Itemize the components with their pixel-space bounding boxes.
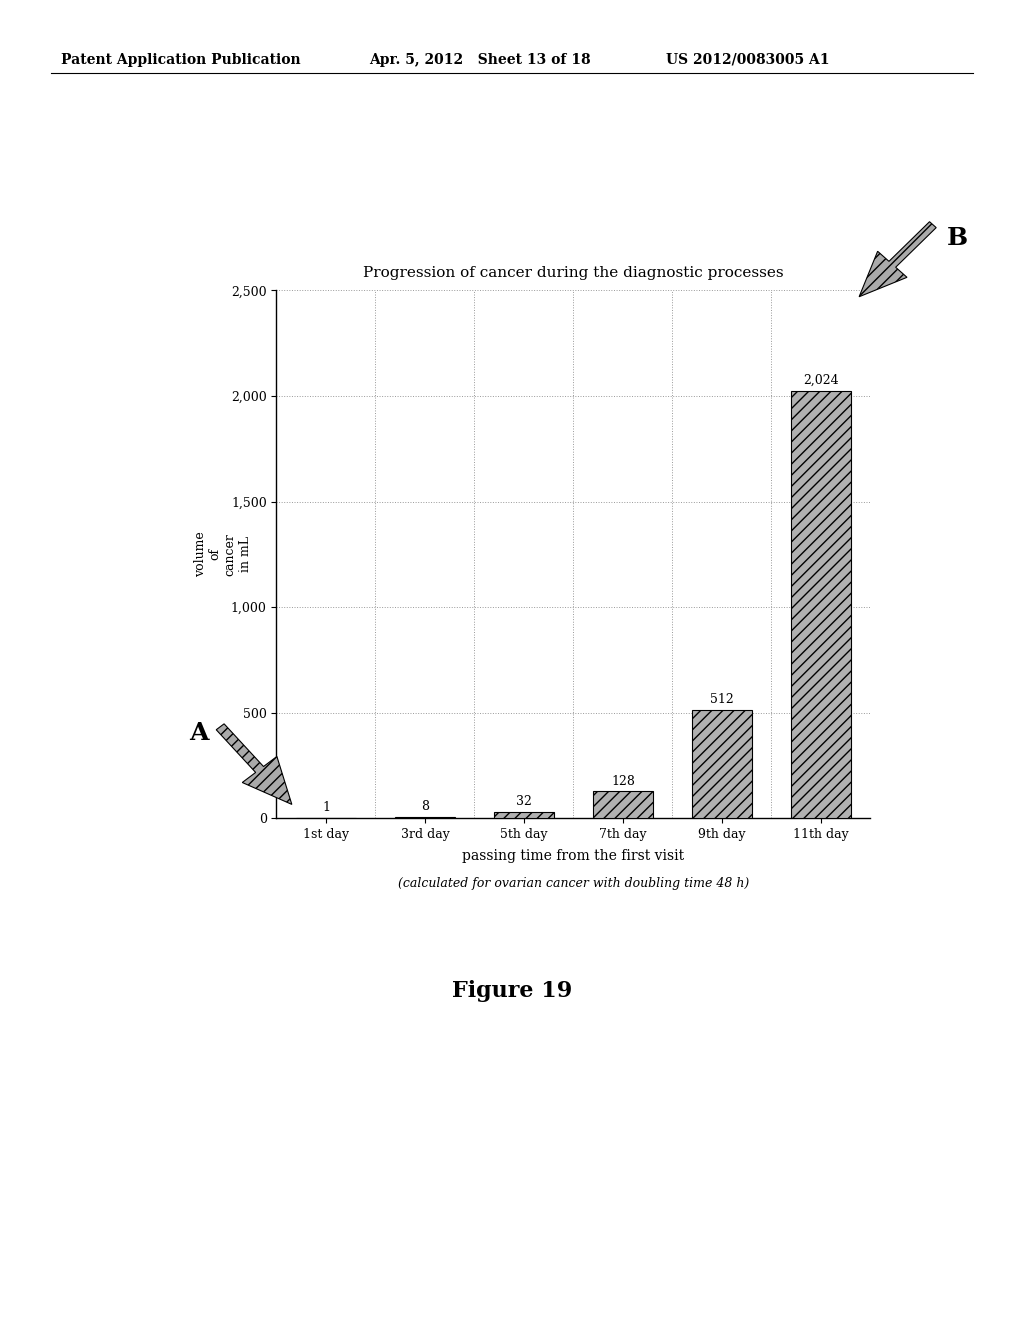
Text: A: A bbox=[189, 721, 209, 744]
Bar bbox=[593, 792, 652, 818]
Polygon shape bbox=[216, 723, 292, 804]
Text: Figure 19: Figure 19 bbox=[452, 979, 572, 1002]
Text: Patent Application Publication: Patent Application Publication bbox=[61, 53, 301, 67]
Text: 8: 8 bbox=[421, 800, 429, 813]
Bar bbox=[792, 391, 851, 818]
Text: (calculated for ovarian cancer with doubling time 48 h): (calculated for ovarian cancer with doub… bbox=[397, 876, 750, 890]
Bar bbox=[692, 710, 752, 818]
Text: 128: 128 bbox=[611, 775, 635, 788]
Bar bbox=[495, 812, 554, 818]
Text: 32: 32 bbox=[516, 795, 531, 808]
Text: 512: 512 bbox=[710, 693, 734, 706]
X-axis label: passing time from the first visit: passing time from the first visit bbox=[463, 850, 684, 863]
Text: 2,024: 2,024 bbox=[803, 374, 839, 387]
Y-axis label: volume
of
cancer
in mL: volume of cancer in mL bbox=[194, 532, 252, 577]
Bar bbox=[395, 817, 455, 818]
Text: US 2012/0083005 A1: US 2012/0083005 A1 bbox=[666, 53, 829, 67]
Polygon shape bbox=[859, 222, 936, 297]
Text: B: B bbox=[947, 226, 969, 249]
Text: Apr. 5, 2012   Sheet 13 of 18: Apr. 5, 2012 Sheet 13 of 18 bbox=[369, 53, 590, 67]
Title: Progression of cancer during the diagnostic processes: Progression of cancer during the diagnos… bbox=[364, 265, 783, 280]
Text: 1: 1 bbox=[322, 801, 330, 814]
